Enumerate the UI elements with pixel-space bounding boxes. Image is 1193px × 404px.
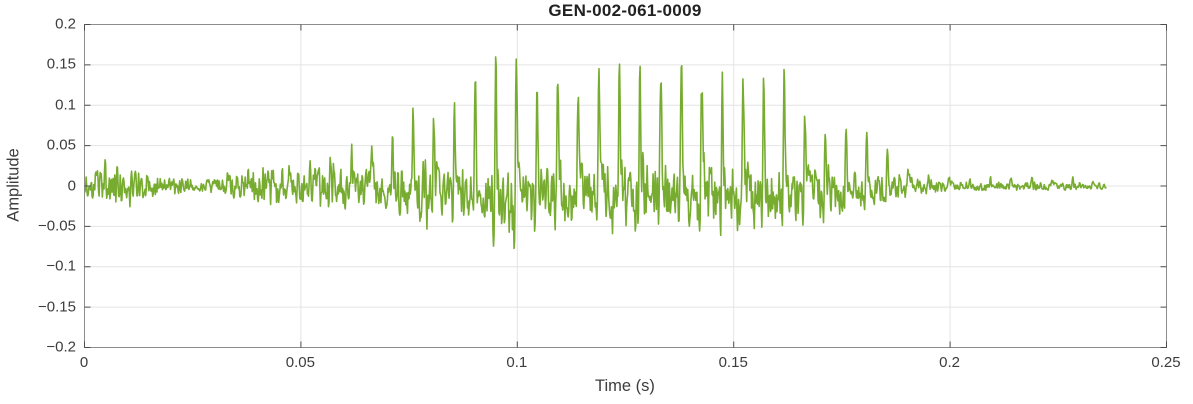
x-tick-label: 0.15 xyxy=(718,354,748,371)
waveform-line xyxy=(84,56,1107,250)
x-tick-label: 0.25 xyxy=(1151,354,1181,371)
x-tick-label: 0.05 xyxy=(285,354,315,371)
y-tick-label: −0.05 xyxy=(38,217,76,235)
chart-title: GEN-002-061-0009 xyxy=(548,1,702,20)
x-tick-label: 0.2 xyxy=(939,354,961,371)
y-tick-label: −0.2 xyxy=(46,338,76,356)
y-tick-label: −0.15 xyxy=(38,298,76,316)
x-tick-label: 0.1 xyxy=(506,354,528,371)
y-tick-label: −0.1 xyxy=(46,257,76,275)
y-tick-label: 0.2 xyxy=(55,15,76,33)
x-axis-label: Time (s) xyxy=(595,377,655,395)
y-tick-label: 0 xyxy=(67,177,76,194)
y-tick-label: 0.05 xyxy=(46,136,76,154)
x-tick-label: 0 xyxy=(79,354,89,371)
y-tick-label: 0.15 xyxy=(46,55,76,73)
y-tick-label: 0.1 xyxy=(55,96,76,114)
